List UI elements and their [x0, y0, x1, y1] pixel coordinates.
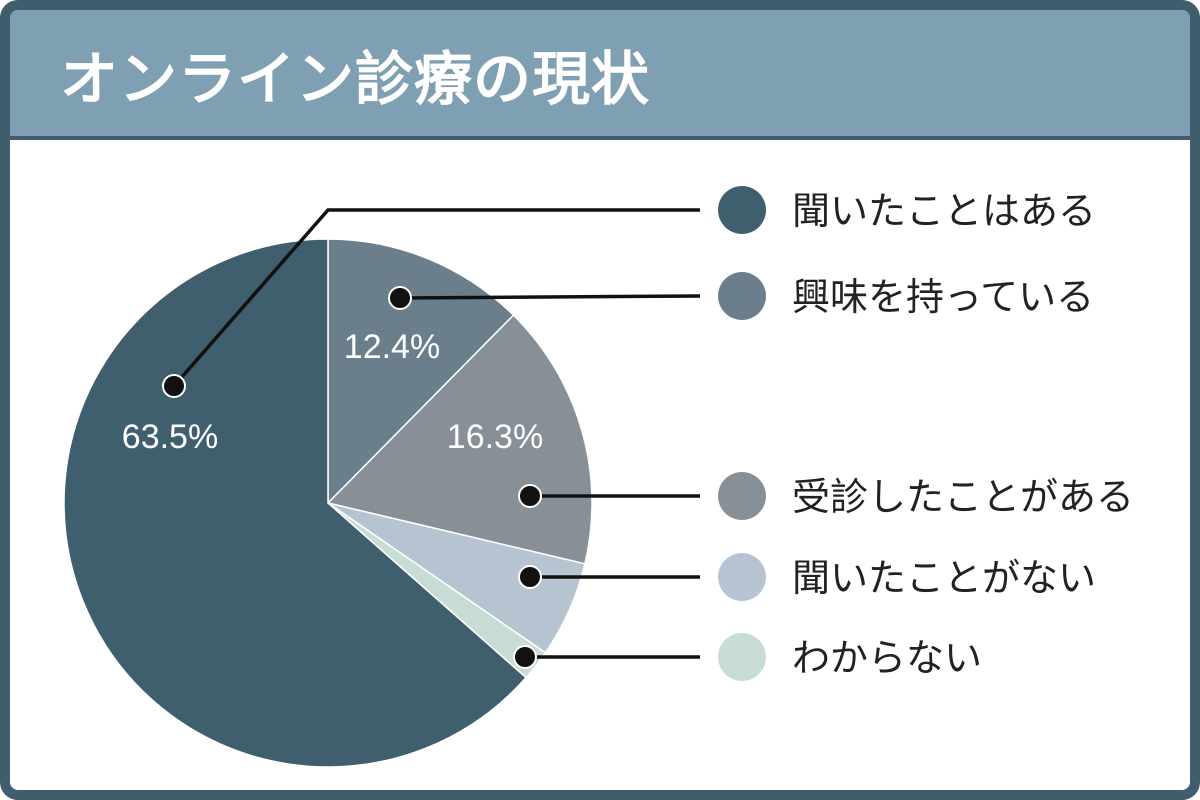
slice-percent-label-1: 63.5% [122, 418, 218, 456]
leader-line-1 [172, 208, 700, 388]
pie-slice-1 [63, 238, 528, 768]
slice-percent-labels: 63.5% 12.4% 16.3% [122, 328, 543, 456]
legend-swatch-3 [718, 472, 766, 520]
legend-swatch-5 [718, 633, 766, 681]
leader-dot-5 [513, 645, 537, 669]
pie-slice-2 [327, 238, 515, 505]
leader-dot-1 [162, 374, 186, 398]
leader-dot-2 [388, 286, 412, 310]
slice-percent-label-2: 12.4% [344, 328, 440, 366]
leader-dot-4 [518, 565, 542, 589]
leader-lines [162, 208, 701, 669]
legend-label-1: 聞いたことはある [792, 189, 1096, 233]
chart-title: オンライン診療の現状 [60, 45, 651, 113]
legend-swatch-4 [718, 553, 766, 601]
pie-slices [63, 238, 593, 768]
legend-swatch-2 [718, 272, 766, 320]
slice-percent-label-3: 16.3% [447, 418, 543, 456]
legend-swatch-1 [718, 186, 766, 234]
legend-label-2: 興味を持っている [792, 275, 1094, 319]
header-bar: オンライン診療の現状 [10, 10, 1190, 140]
legend-label-3: 受診したことがある [792, 475, 1134, 519]
leader-line-2 [399, 294, 701, 300]
legend-label-4: 聞いたことがない [792, 556, 1096, 600]
leader-dot-3 [518, 484, 542, 508]
legend-label-5: わからない [792, 636, 982, 680]
